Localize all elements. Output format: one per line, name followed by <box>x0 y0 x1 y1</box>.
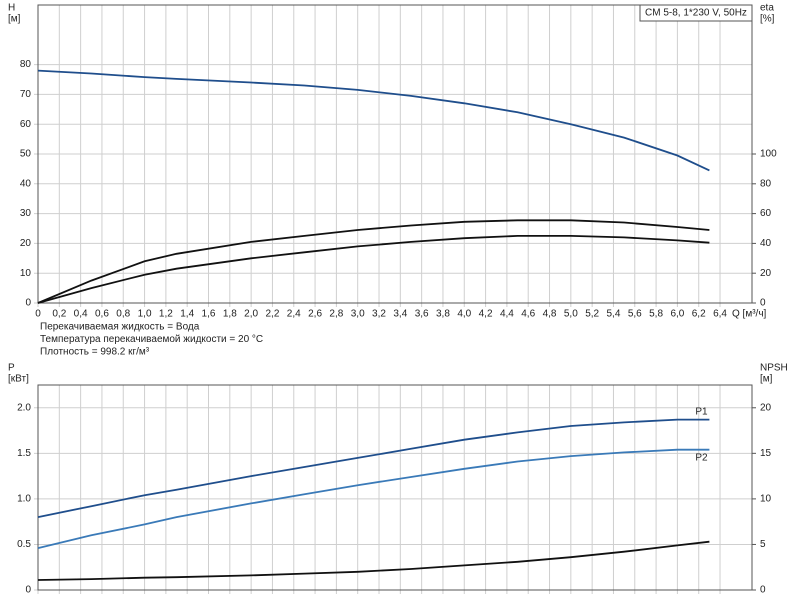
y-axis-label: [м] <box>8 14 21 25</box>
x-tick-label: 2,0 <box>244 309 258 320</box>
y2-tick-label: 80 <box>760 178 772 189</box>
y-tick-label: 10 <box>20 268 32 279</box>
y-tick-label: 0 <box>25 585 31 596</box>
x-tick-label: 2,2 <box>265 309 279 320</box>
x-tick-label: 4,8 <box>543 309 557 320</box>
x-tick-label: 6,4 <box>713 309 727 320</box>
y-tick-label: 1.5 <box>17 448 31 459</box>
x-tick-label: 2,6 <box>308 309 322 320</box>
y2-tick-label: 40 <box>760 238 772 249</box>
plot-frame <box>37 384 753 591</box>
annotation: Перекачиваемая жидкость = Вода <box>40 322 200 333</box>
x-tick-label: 6,0 <box>670 309 684 320</box>
curve <box>37 69 710 172</box>
x-tick-label: 2,8 <box>329 309 343 320</box>
x-tick-label: 3,6 <box>415 309 429 320</box>
x-tick-label: 3,2 <box>372 309 386 320</box>
y-tick-label: 60 <box>20 119 32 130</box>
x-tick-label: 1,8 <box>223 309 237 320</box>
series-label: P2 <box>695 452 708 463</box>
y-tick-label: 1.0 <box>17 494 31 505</box>
x-tick-label: 1,2 <box>159 309 173 320</box>
y2-tick-label: 100 <box>760 149 777 160</box>
x-tick-label: 1,4 <box>180 309 194 320</box>
x-tick-label: 3,8 <box>436 309 450 320</box>
curve <box>37 235 710 304</box>
x-tick-label: 0,4 <box>74 309 88 320</box>
y2-tick-label: 20 <box>760 402 772 413</box>
x-tick-label: 6,2 <box>692 309 706 320</box>
y2-axis-label: eta <box>760 3 774 14</box>
y-axis-label: P <box>8 363 15 374</box>
x-tick-label: 3,4 <box>393 309 407 320</box>
y-tick-label: 50 <box>20 149 32 160</box>
x-tick-label: 1,6 <box>202 309 216 320</box>
x-tick-label: 0 <box>35 309 41 320</box>
y2-tick-label: 5 <box>760 539 766 550</box>
x-tick-label: 1,0 <box>138 309 152 320</box>
x-tick-label: 0,6 <box>95 309 109 320</box>
x-tick-label: 0,2 <box>52 309 66 320</box>
y2-tick-label: 10 <box>760 494 772 505</box>
annotation: Температура перекачиваемой жидкости = 20… <box>40 334 263 345</box>
y-tick-label: 20 <box>20 238 32 249</box>
y-tick-label: 30 <box>20 208 32 219</box>
x-tick-label: 4,6 <box>521 309 535 320</box>
x-tick-label: 2,4 <box>287 309 301 320</box>
y-tick-label: 40 <box>20 178 32 189</box>
y2-axis-label: [м] <box>760 374 773 385</box>
x-tick-label: 4,4 <box>500 309 514 320</box>
y-tick-label: 0 <box>25 298 31 309</box>
x-tick-label: 5,0 <box>564 309 578 320</box>
y-axis-label: [кВт] <box>8 374 29 385</box>
y2-tick-label: 0 <box>760 585 766 596</box>
curve <box>37 418 710 518</box>
y2-tick-label: 60 <box>760 208 772 219</box>
y2-axis-label: [%] <box>760 14 775 25</box>
y-tick-label: 2.0 <box>17 402 31 413</box>
y-tick-label: 0.5 <box>17 539 31 550</box>
curve <box>37 219 710 304</box>
annotation: Плотность = 998.2 кг/м³ <box>40 347 150 358</box>
x-tick-label: 0,8 <box>116 309 130 320</box>
curve <box>37 540 710 581</box>
y-tick-label: 80 <box>20 59 32 70</box>
x-tick-label: 5,6 <box>628 309 642 320</box>
y2-tick-label: 0 <box>760 298 766 309</box>
x-axis-label: Q [м³/ч] <box>732 309 767 320</box>
title-box <box>639 4 753 22</box>
x-tick-label: 4,2 <box>479 309 493 320</box>
x-tick-label: 5,8 <box>649 309 663 320</box>
chart-title: CM 5-8, 1*230 V, 50Hz <box>645 8 747 19</box>
plot-frame <box>37 4 753 304</box>
series-label: P1 <box>695 406 708 417</box>
x-tick-label: 5,4 <box>607 309 621 320</box>
y2-tick-label: 15 <box>760 448 772 459</box>
x-tick-label: 4,0 <box>457 309 471 320</box>
x-tick-label: 3,0 <box>351 309 365 320</box>
x-tick-label: 5,2 <box>585 309 599 320</box>
y-tick-label: 70 <box>20 89 32 100</box>
y-axis-label: H <box>8 3 15 14</box>
y2-axis-label: NPSH <box>760 363 788 374</box>
curve <box>37 448 710 549</box>
y2-tick-label: 20 <box>760 268 772 279</box>
